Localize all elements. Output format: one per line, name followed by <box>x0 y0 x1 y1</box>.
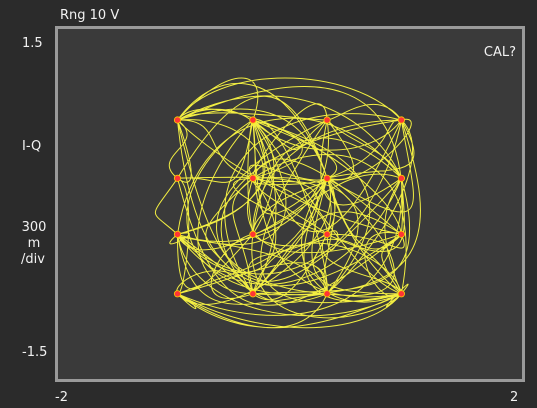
constellation-plot[interactable]: CAL? <box>55 26 525 382</box>
scale-per-division: /div <box>21 252 45 267</box>
constellation-point-3 <box>323 116 331 124</box>
constellation-point-6 <box>249 174 257 182</box>
y-axis-mid-label: I-Q <box>22 139 42 154</box>
constellation-point-1 <box>173 116 182 124</box>
constellation-point-15 <box>323 290 331 298</box>
constellation-point-10 <box>249 230 257 238</box>
status-badge: CAL? <box>483 45 516 60</box>
constellation-point-9 <box>173 230 182 238</box>
y-axis-min-label: -1.5 <box>22 345 48 360</box>
scale-value: 300 <box>21 220 47 235</box>
constellation-point-11 <box>323 230 331 238</box>
range-label: Rng 10 V <box>60 8 120 23</box>
constellation-point-7 <box>323 174 331 182</box>
constellation-point-16 <box>397 290 405 298</box>
constellation-point-14 <box>249 290 257 298</box>
constellation-trace-svg <box>155 77 421 329</box>
constellation-point-2 <box>249 116 257 124</box>
y-axis-max-label: 1.5 <box>22 36 43 51</box>
x-axis-max-label: 2 <box>510 390 519 405</box>
constellation-point-12 <box>397 230 405 238</box>
constellation-point-8 <box>397 174 405 182</box>
constellation-point-5 <box>173 174 182 182</box>
x-axis-min-label: -2 <box>55 390 68 405</box>
constellation-point-4 <box>397 116 405 124</box>
constellation-point-13 <box>173 290 182 298</box>
signal-trajectory-trace <box>155 77 421 329</box>
scale-unit: m <box>27 236 41 251</box>
